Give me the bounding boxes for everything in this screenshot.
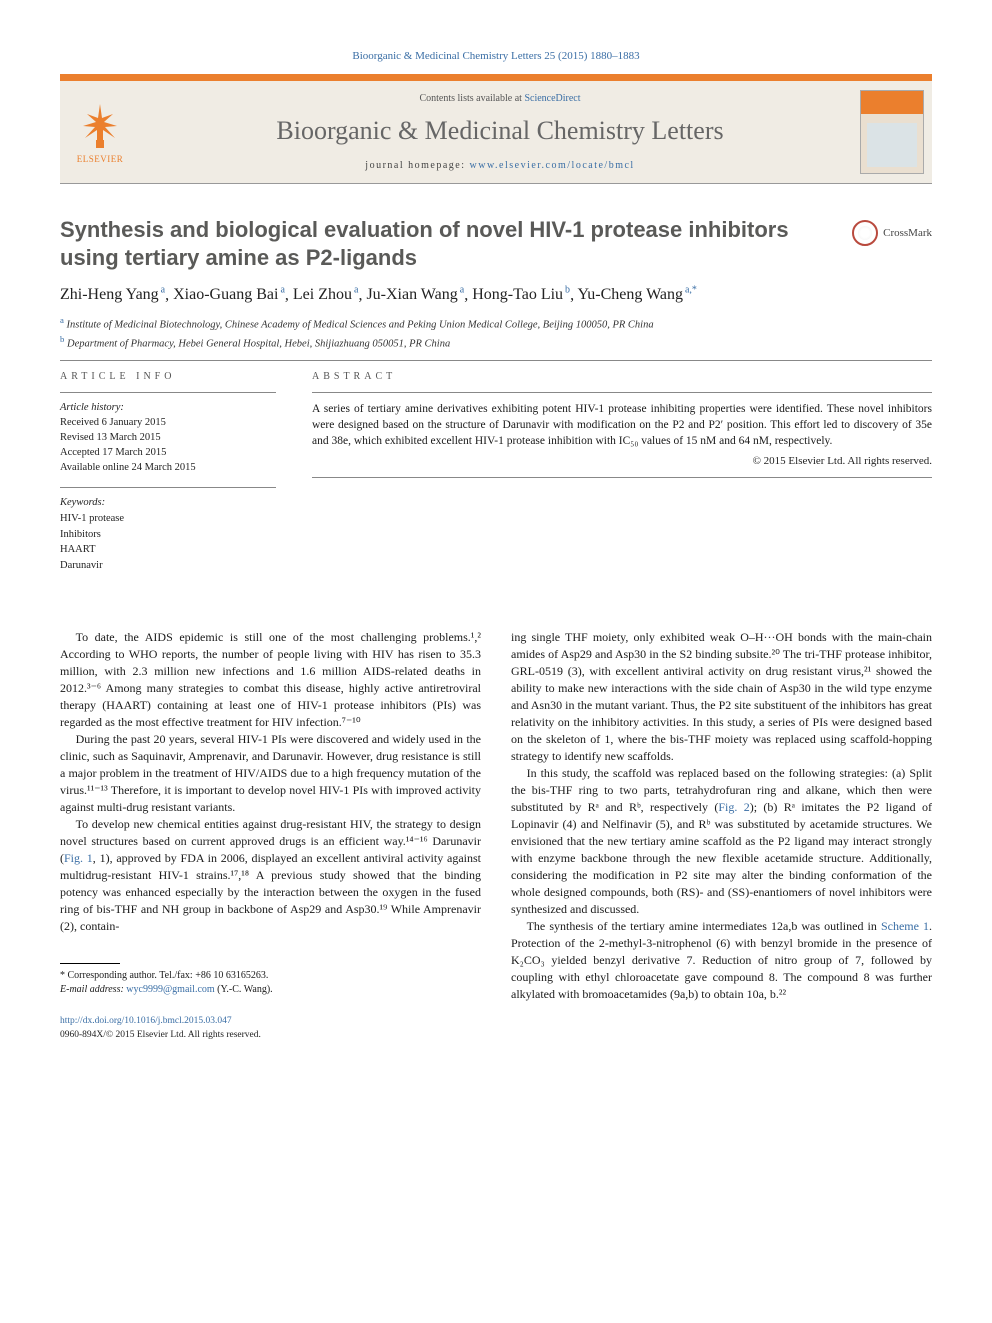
- journal-reference: Bioorganic & Medicinal Chemistry Letters…: [60, 50, 932, 62]
- keyword: Darunavir: [60, 559, 276, 574]
- elsevier-tree-icon: [75, 100, 125, 150]
- history-line: Accepted 17 March 2015: [60, 446, 276, 461]
- abstract-label: ABSTRACT: [312, 371, 932, 382]
- abstract-text: A series of tertiary amine derivatives e…: [312, 401, 932, 449]
- author: Lei Zhou a: [293, 286, 359, 303]
- body-paragraph: The synthesis of the tertiary amine inte…: [511, 918, 932, 1003]
- crossmark-label: CrossMark: [883, 227, 932, 239]
- author: Xiao-Guang Bai a: [173, 286, 285, 303]
- journal-header: ELSEVIER Contents lists available at Sci…: [60, 74, 932, 184]
- email-note: E-mail address: wyc9999@gmail.com (Y.-C.…: [60, 983, 481, 997]
- author: Yu-Cheng Wang a,*: [577, 286, 696, 303]
- elsevier-label: ELSEVIER: [77, 154, 124, 164]
- affiliation-b: b Department of Pharmacy, Hebei General …: [60, 333, 932, 352]
- history-line: Available online 24 March 2015: [60, 461, 276, 476]
- history-line: Revised 13 March 2015: [60, 431, 276, 446]
- history-line: Received 6 January 2015: [60, 416, 276, 431]
- journal-cover-thumb: [860, 81, 932, 183]
- body-paragraph: To develop new chemical entities against…: [60, 816, 481, 935]
- divider: [312, 392, 932, 393]
- article-body: To date, the AIDS epidemic is still one …: [60, 629, 932, 1004]
- affiliations: a Institute of Medicinal Biotechnology, …: [60, 314, 932, 351]
- keyword: Inhibitors: [60, 528, 276, 543]
- doi-link[interactable]: http://dx.doi.org/10.1016/j.bmcl.2015.03…: [60, 1016, 232, 1026]
- keyword: HAART: [60, 543, 276, 558]
- keywords-list: HIV-1 proteaseInhibitorsHAARTDarunavir: [60, 512, 276, 574]
- corresponding-author-note: * Corresponding author. Tel./fax: +86 10…: [60, 969, 481, 983]
- homepage-label: journal homepage:: [365, 160, 469, 171]
- footnote-rule: [60, 963, 120, 964]
- article-title: Synthesis and biological evaluation of n…: [60, 216, 834, 271]
- contents-available: Contents lists available at ScienceDirec…: [148, 93, 852, 104]
- author-email-link[interactable]: wyc9999@gmail.com: [126, 984, 214, 995]
- homepage-link[interactable]: www.elsevier.com/locate/bmcl: [470, 160, 635, 171]
- journal-name: Bioorganic & Medicinal Chemistry Letters: [148, 116, 852, 146]
- article-history: Received 6 January 2015Revised 13 March …: [60, 416, 276, 475]
- divider: [60, 360, 932, 361]
- body-paragraph: To date, the AIDS epidemic is still one …: [60, 629, 481, 731]
- affiliation-a: a Institute of Medicinal Biotechnology, …: [60, 314, 932, 333]
- divider: [60, 487, 276, 488]
- keywords-heading: Keywords:: [60, 496, 276, 511]
- author: Ju-Xian Wang a: [366, 286, 464, 303]
- authors-line: Zhi-Heng Yang a, Xiao-Guang Bai a, Lei Z…: [60, 285, 932, 304]
- article-history-heading: Article history:: [60, 401, 276, 416]
- homepage-line: journal homepage: www.elsevier.com/locat…: [148, 160, 852, 171]
- abstract-copyright: © 2015 Elsevier Ltd. All rights reserved…: [312, 455, 932, 467]
- footer-doi-block: http://dx.doi.org/10.1016/j.bmcl.2015.03…: [60, 1015, 932, 1042]
- crossmark-icon: [852, 220, 878, 246]
- article-info-column: ARTICLE INFO Article history: Received 6…: [60, 371, 276, 575]
- figure-link[interactable]: Fig. 2: [718, 800, 749, 814]
- author: Hong-Tao Liu b: [472, 286, 570, 303]
- body-paragraph: ing single THF moiety, only exhibited we…: [511, 629, 932, 765]
- footnotes: * Corresponding author. Tel./fax: +86 10…: [60, 963, 481, 997]
- crossmark-badge[interactable]: CrossMark: [852, 220, 932, 246]
- sciencedirect-link[interactable]: ScienceDirect: [524, 93, 580, 104]
- scheme-link[interactable]: Scheme 1: [881, 919, 929, 933]
- issn-copyright: 0960-894X/© 2015 Elsevier Ltd. All right…: [60, 1030, 261, 1040]
- keyword: HIV-1 protease: [60, 512, 276, 527]
- author: Zhi-Heng Yang a: [60, 286, 165, 303]
- body-paragraph: In this study, the scaffold was replaced…: [511, 765, 932, 918]
- abstract-column: ABSTRACT A series of tertiary amine deri…: [312, 371, 932, 575]
- body-paragraph: During the past 20 years, several HIV-1 …: [60, 731, 481, 816]
- article-info-label: ARTICLE INFO: [60, 371, 276, 382]
- elsevier-logo: ELSEVIER: [60, 81, 140, 183]
- divider: [60, 392, 276, 393]
- figure-link[interactable]: Fig. 1: [64, 851, 93, 865]
- contents-prefix: Contents lists available at: [419, 93, 524, 104]
- divider: [312, 477, 932, 478]
